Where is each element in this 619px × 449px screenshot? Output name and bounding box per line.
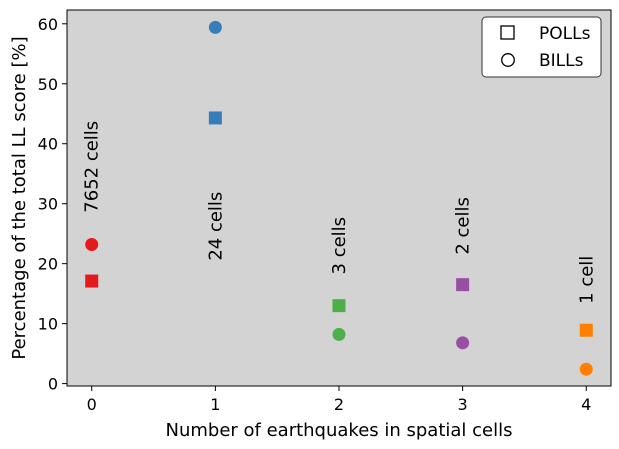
legend: POLLs BILLs (481, 16, 602, 78)
bills-point (579, 362, 593, 376)
cell-count-annotation: 24 cells (205, 192, 226, 261)
y-tick-label: 0 (48, 375, 58, 394)
y-tick-label: 30 (38, 195, 58, 214)
cell-count-annotation: 2 cells (453, 197, 474, 255)
y-tick-label: 10 (38, 315, 58, 334)
bills-point (85, 237, 99, 251)
x-tick-label: 0 (87, 395, 97, 414)
y-axis-label: Percentage of the total LL score [%] (9, 36, 30, 359)
bills-point (208, 20, 222, 34)
legend-label-bills: BILLs (539, 51, 584, 71)
y-tick-label: 50 (38, 75, 58, 94)
polls-point (208, 111, 222, 125)
polls-point (85, 274, 99, 288)
polls-point (579, 323, 593, 337)
legend-box (481, 16, 602, 78)
y-tick-label: 20 (38, 255, 58, 274)
polls-point (456, 278, 470, 292)
polls-point (332, 299, 346, 313)
bills-point (456, 336, 470, 350)
y-tick-label: 40 (38, 135, 58, 154)
legend-circle-icon (501, 53, 515, 67)
x-tick-label: 1 (210, 395, 220, 414)
x-tick-label: 3 (458, 395, 468, 414)
data-points (85, 20, 593, 376)
cell-count-annotation: 7652 cells (82, 121, 103, 213)
bills-point (332, 327, 346, 341)
legend-square-icon (500, 25, 515, 40)
legend-label-polls: POLLs (539, 24, 591, 44)
x-axis-label: Number of earthquakes in spatial cells (165, 420, 512, 441)
y-tick-label: 60 (38, 15, 58, 34)
annotations: 7652 cells 24 cells 3 cells 2 cells 1 cell (82, 121, 598, 304)
cell-count-annotation: 3 cells (329, 217, 350, 275)
x-tick-label: 2 (334, 395, 344, 414)
x-tick-label: 4 (581, 395, 591, 414)
cell-count-annotation: 1 cell (576, 256, 597, 304)
